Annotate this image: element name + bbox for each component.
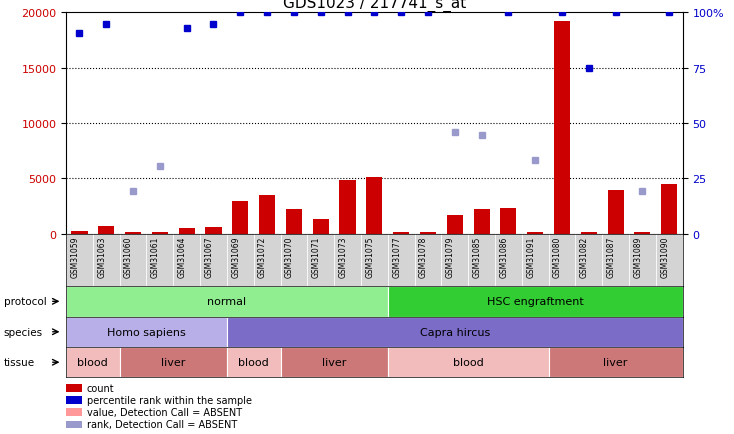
Bar — [473, 210, 490, 234]
Text: GSM31086: GSM31086 — [499, 237, 509, 278]
Text: protocol: protocol — [4, 297, 46, 306]
Text: GSM31079: GSM31079 — [446, 237, 455, 278]
Bar — [366, 178, 382, 234]
Bar — [313, 220, 329, 234]
Bar — [634, 232, 650, 234]
Text: blood: blood — [239, 358, 269, 367]
Bar — [527, 232, 543, 234]
Text: blood: blood — [453, 358, 484, 367]
Bar — [227, 317, 683, 347]
Text: GSM31090: GSM31090 — [660, 237, 669, 278]
Bar — [178, 229, 195, 234]
Bar — [420, 232, 436, 234]
Bar — [286, 210, 302, 234]
Bar — [554, 22, 570, 234]
Bar — [393, 232, 409, 234]
Text: GSM31072: GSM31072 — [258, 237, 267, 278]
Text: tissue: tissue — [4, 358, 34, 367]
Bar — [152, 232, 168, 234]
Bar — [548, 347, 683, 378]
Text: GSM31059: GSM31059 — [70, 237, 79, 278]
Text: value, Detection Call = ABSENT: value, Detection Call = ABSENT — [87, 408, 241, 417]
Text: GSM31061: GSM31061 — [151, 237, 160, 278]
Bar — [66, 317, 227, 347]
Bar — [206, 228, 222, 234]
Bar — [447, 216, 463, 234]
Bar — [66, 347, 120, 378]
Text: GSM31060: GSM31060 — [124, 237, 133, 278]
Bar — [388, 286, 683, 317]
Bar — [227, 347, 280, 378]
Text: rank, Detection Call = ABSENT: rank, Detection Call = ABSENT — [87, 420, 237, 429]
Text: GSM31063: GSM31063 — [98, 237, 106, 278]
Text: GSM31064: GSM31064 — [178, 237, 186, 278]
Bar — [340, 180, 355, 234]
Text: GSM31070: GSM31070 — [285, 237, 294, 278]
Bar — [608, 190, 624, 234]
Text: GSM31078: GSM31078 — [419, 237, 428, 278]
Bar — [388, 347, 548, 378]
Text: GSM31091: GSM31091 — [526, 237, 535, 278]
Text: GSM31082: GSM31082 — [580, 237, 589, 278]
Text: count: count — [87, 383, 115, 393]
Text: GSM31087: GSM31087 — [606, 237, 616, 278]
Text: Homo sapiens: Homo sapiens — [107, 327, 186, 337]
Text: GSM31069: GSM31069 — [231, 237, 240, 278]
Bar — [98, 227, 115, 234]
Text: liver: liver — [322, 358, 346, 367]
Bar — [501, 209, 517, 234]
Text: HSC engraftment: HSC engraftment — [487, 297, 584, 306]
Bar — [66, 286, 388, 317]
Bar — [661, 184, 677, 234]
Text: GSM31080: GSM31080 — [553, 237, 562, 278]
Bar — [125, 232, 141, 234]
Text: GSM31067: GSM31067 — [205, 237, 214, 278]
Text: percentile rank within the sample: percentile rank within the sample — [87, 395, 252, 405]
Text: GSM31077: GSM31077 — [392, 237, 401, 278]
Bar — [280, 347, 388, 378]
Text: normal: normal — [207, 297, 247, 306]
Title: GDS1023 / 217741_s_at: GDS1023 / 217741_s_at — [283, 0, 466, 12]
Text: Capra hircus: Capra hircus — [420, 327, 490, 337]
Bar — [71, 231, 87, 234]
Bar — [581, 232, 597, 234]
Text: GSM31075: GSM31075 — [366, 237, 374, 278]
Text: GSM31071: GSM31071 — [312, 237, 321, 278]
Text: GSM31089: GSM31089 — [633, 237, 642, 278]
Bar — [120, 347, 227, 378]
Text: liver: liver — [603, 358, 628, 367]
Bar — [232, 201, 248, 234]
Text: blood: blood — [78, 358, 108, 367]
Bar — [259, 196, 275, 234]
Text: liver: liver — [161, 358, 186, 367]
Text: GSM31073: GSM31073 — [338, 237, 347, 278]
Text: species: species — [4, 327, 43, 337]
Text: GSM31085: GSM31085 — [473, 237, 482, 278]
